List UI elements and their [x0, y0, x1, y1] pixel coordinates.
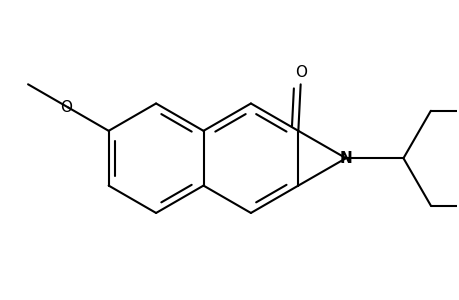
Text: N: N: [339, 151, 352, 166]
Text: O: O: [60, 100, 72, 115]
Text: O: O: [294, 65, 306, 80]
